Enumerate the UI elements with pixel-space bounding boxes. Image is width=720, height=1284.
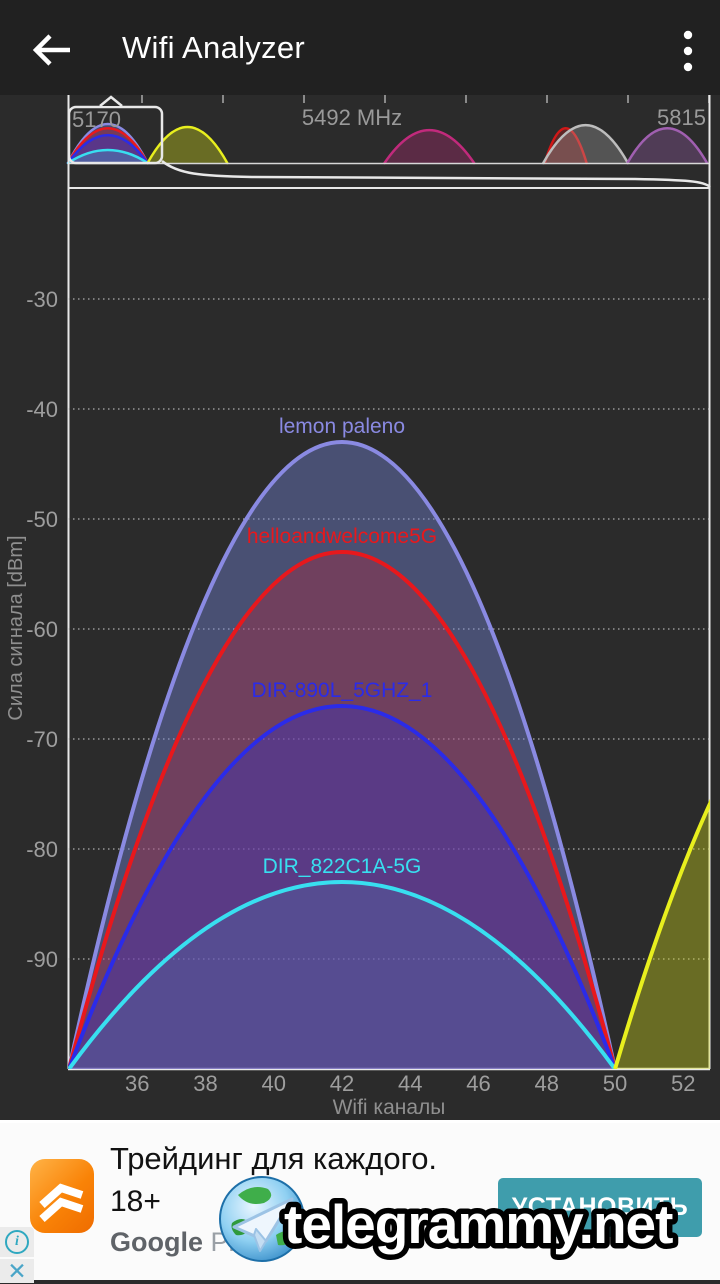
- x-tick-label: 50: [603, 1071, 627, 1096]
- series-layer: lemon paleno helloandwelcome5G DIR-890L_5G…: [68, 415, 710, 1069]
- series-curve: [68, 550, 617, 1069]
- overview-hump: [542, 123, 630, 165]
- overflow-menu-button[interactable]: [678, 28, 698, 74]
- overview-chart: 5170 5492 MHz 5815: [66, 95, 711, 188]
- y-tick-label: -60: [26, 617, 58, 642]
- series-curve: [613, 798, 710, 1069]
- wifi-signal-chart[interactable]: 5170 5492 MHz 5815 -30 -40 -50 -60 -70 -80 -90 36 3…: [0, 95, 720, 1120]
- ad-close-button[interactable]: ✕: [0, 1259, 34, 1283]
- back-arrow-icon: [32, 34, 70, 66]
- info-icon: i: [5, 1230, 29, 1254]
- x-tick-label: 42: [330, 1071, 354, 1096]
- y-tick-label: -50: [26, 507, 58, 532]
- app-bar: Wifi Analyzer: [0, 0, 720, 95]
- page-title: Wifi Analyzer: [122, 30, 306, 65]
- y-axis-title: Сила сигнала [dBm]: [5, 535, 27, 720]
- y-tick-label: -70: [26, 727, 58, 752]
- x-tick-label: 52: [671, 1071, 695, 1096]
- zoom-connector: [161, 160, 711, 188]
- kebab-dot: [683, 30, 693, 40]
- series-label: helloandwelcome5G: [247, 525, 437, 548]
- kebab-dot: [683, 46, 693, 56]
- telegram-globe-icon: [219, 1176, 305, 1262]
- ad-banner[interactable]: Трейдинг для каждого. 18+ Google Play УС…: [0, 1120, 720, 1283]
- close-icon: ✕: [7, 1258, 27, 1284]
- overview-hump: [383, 128, 476, 165]
- overview-hump: [543, 127, 588, 165]
- kebab-dot: [683, 62, 693, 72]
- advertiser-logo-icon[interactable]: [30, 1159, 94, 1233]
- series-label: DIR_822C1A-5G: [263, 855, 422, 878]
- ad-headline: Трейдинг для каждого.: [110, 1141, 438, 1176]
- y-tick-label: -30: [26, 287, 58, 312]
- overview-label-left: 5170: [72, 107, 121, 132]
- x-tick-label: 40: [262, 1071, 286, 1096]
- series-curve: [68, 440, 617, 1069]
- logo-stripe: [39, 1183, 84, 1208]
- y-tick-label: -90: [26, 947, 58, 972]
- install-button[interactable]: УСТАНОВИТЬ: [498, 1178, 702, 1237]
- y-tick-label: -80: [26, 837, 58, 862]
- x-tick-label: 44: [398, 1071, 422, 1096]
- x-tick-label: 38: [193, 1071, 217, 1096]
- ad-age-rating: 18+: [110, 1185, 161, 1218]
- overview-hump: [66, 148, 149, 165]
- x-tick-label: 48: [535, 1071, 559, 1096]
- series-area: [615, 803, 710, 1069]
- ad-info-button[interactable]: i: [0, 1227, 34, 1257]
- selection-window-caret: [99, 95, 123, 107]
- x-tick-label: 36: [125, 1071, 149, 1096]
- logo-stripe: [39, 1197, 84, 1222]
- series-label: lemon paleno: [279, 415, 405, 438]
- plot-frame: -30 -40 -50 -60 -70 -80 -90 36 38 40 42 44 46 48 50 52 W…: [5, 95, 711, 1119]
- overview-hump: [146, 125, 229, 165]
- overview-hump: [626, 127, 709, 165]
- overview-label-right: 5815: [657, 105, 706, 130]
- back-button[interactable]: [26, 30, 74, 70]
- x-axis-title: Wifi каналы: [333, 1096, 446, 1119]
- x-tick-label: 46: [466, 1071, 490, 1096]
- series-curve: [68, 704, 617, 1069]
- overview-label-center: 5492 MHz: [302, 105, 402, 130]
- series-curve: [68, 880, 617, 1069]
- series-label: DIR-890L_5GHZ_1: [252, 679, 433, 702]
- google-play-word1: Google: [110, 1227, 203, 1257]
- y-tick-label: -40: [26, 397, 58, 422]
